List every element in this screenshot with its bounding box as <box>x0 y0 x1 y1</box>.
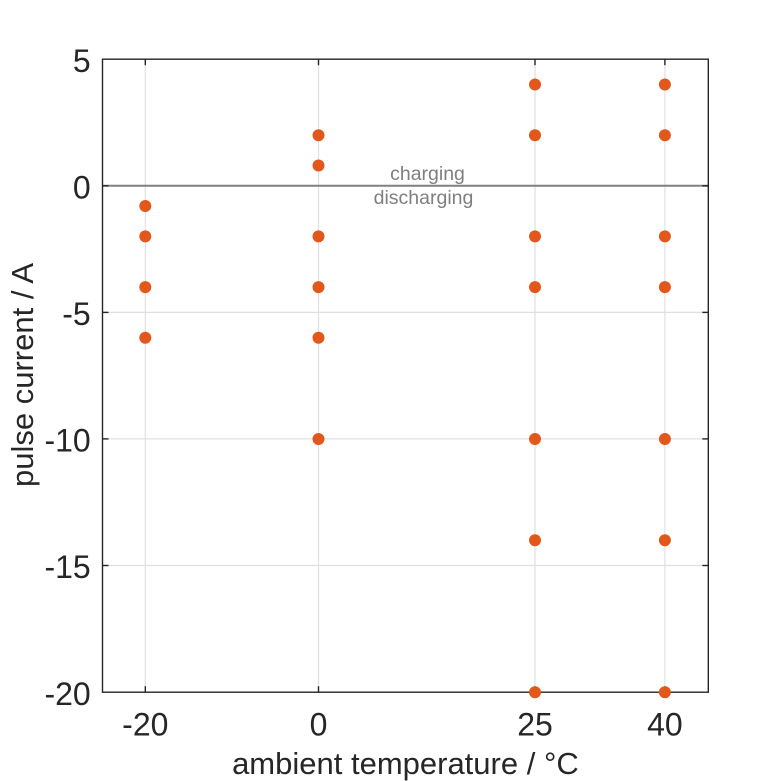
svg-text:ambient temperature / °C: ambient temperature / °C <box>232 746 579 781</box>
svg-text:0: 0 <box>310 706 328 742</box>
svg-text:-10: -10 <box>44 423 90 459</box>
svg-text:-20: -20 <box>122 706 168 742</box>
svg-text:charging: charging <box>390 163 465 185</box>
svg-text:-20: -20 <box>44 676 90 712</box>
svg-text:0: 0 <box>73 170 91 206</box>
svg-text:-5: -5 <box>62 296 90 332</box>
svg-text:-15: -15 <box>44 549 90 585</box>
svg-text:40: 40 <box>647 706 683 742</box>
svg-text:25: 25 <box>517 706 553 742</box>
svg-text:5: 5 <box>73 43 91 79</box>
svg-text:pulse current / A: pulse current / A <box>5 263 40 487</box>
svg-text:discharging: discharging <box>374 187 474 209</box>
